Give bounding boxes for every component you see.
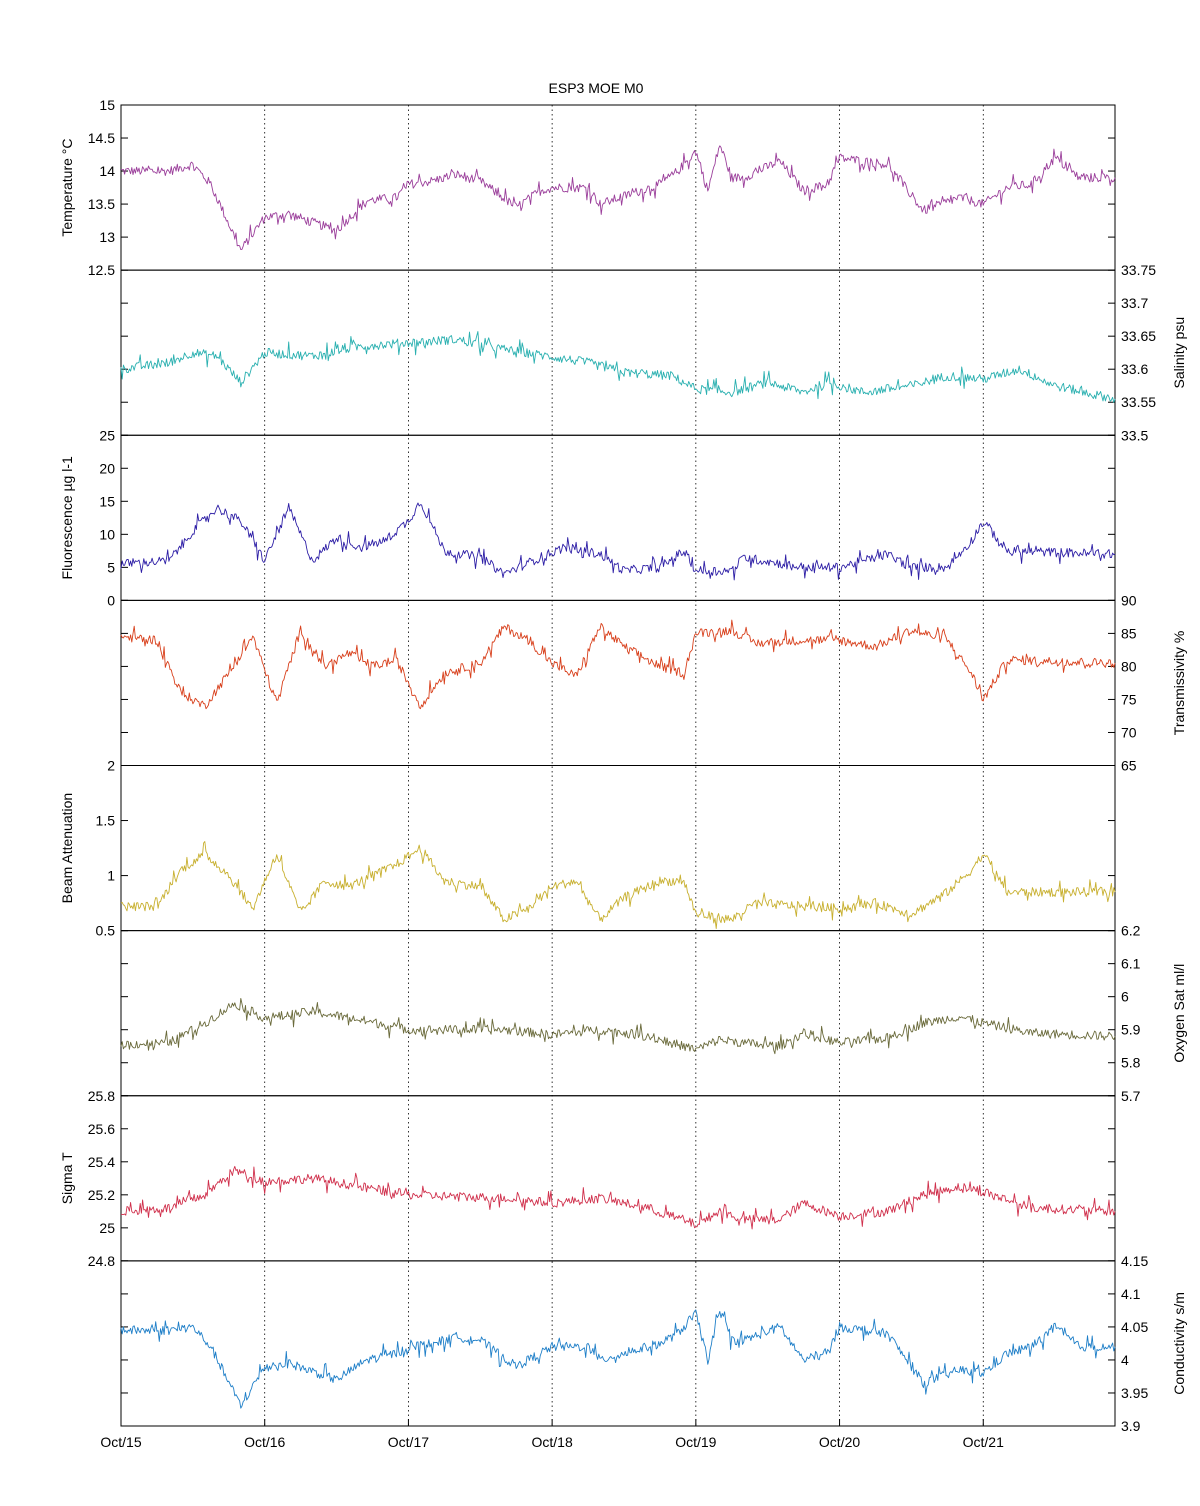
panel-frame-conductivity-s-m bbox=[120, 1260, 1116, 1427]
series-line-fluorescence-g-l-1 bbox=[120, 502, 1116, 581]
y-tick-label-temperature-c: 13 bbox=[99, 229, 115, 245]
y-tick-label-temperature-c: 15 bbox=[99, 97, 115, 113]
y-tick-label-transmissivity: 80 bbox=[1121, 658, 1137, 674]
y-tick-label-sigma-t: 25.2 bbox=[88, 1187, 115, 1203]
y-tick-label-fluorescence-g-l-1: 0 bbox=[107, 592, 115, 608]
y-tick-label-transmissivity: 65 bbox=[1121, 758, 1137, 774]
y-tick-label-conductivity-s-m: 3.9 bbox=[1121, 1418, 1141, 1434]
y-tick-label-sigma-t: 25.6 bbox=[88, 1121, 115, 1137]
y-tick-label-beam-attenuation: 1.5 bbox=[96, 813, 116, 829]
y-tick-label-temperature-c: 12.5 bbox=[88, 262, 115, 278]
x-tick-label-Oct/16: Oct/16 bbox=[244, 1434, 285, 1450]
y-tick-label-fluorescence-g-l-1: 15 bbox=[99, 493, 115, 509]
y-tick-label-oxygen-sat-ml-l: 6 bbox=[1121, 989, 1129, 1005]
x-tick-label-Oct/17: Oct/17 bbox=[388, 1434, 429, 1450]
y-tick-label-sigma-t: 25.8 bbox=[88, 1088, 115, 1104]
y-tick-label-salinity-psu: 33.6 bbox=[1121, 361, 1148, 377]
y-tick-label-fluorescence-g-l-1: 20 bbox=[99, 460, 115, 476]
y-tick-label-salinity-psu: 33.5 bbox=[1121, 427, 1148, 443]
x-tick-label-Oct/20: Oct/20 bbox=[819, 1434, 860, 1450]
series-line-temperature-c bbox=[120, 145, 1116, 251]
x-tick-label-Oct/18: Oct/18 bbox=[532, 1434, 573, 1450]
y-tick-label-fluorescence-g-l-1: 10 bbox=[99, 526, 115, 542]
y-tick-label-sigma-t: 25.4 bbox=[88, 1154, 115, 1170]
y-axis-label-salinity-psu: Salinity psu bbox=[1171, 317, 1187, 389]
y-axis-label-oxygen-sat-ml-l: Oxygen Sat ml/l bbox=[1171, 964, 1187, 1063]
panel-frame-temperature-c bbox=[120, 104, 1116, 271]
series-line-oxygen-sat-ml-l bbox=[120, 997, 1116, 1055]
y-tick-label-oxygen-sat-ml-l: 6.2 bbox=[1121, 923, 1141, 939]
y-tick-label-beam-attenuation: 1 bbox=[107, 868, 115, 884]
y-tick-label-transmissivity: 90 bbox=[1121, 592, 1137, 608]
y-tick-label-transmissivity: 85 bbox=[1121, 625, 1137, 641]
series-line-sigma-t bbox=[120, 1165, 1116, 1230]
y-tick-label-temperature-c: 14 bbox=[99, 163, 115, 179]
panel-frame-oxygen-sat-ml-l bbox=[120, 930, 1116, 1097]
y-tick-label-salinity-psu: 33.75 bbox=[1121, 262, 1156, 278]
y-tick-label-beam-attenuation: 0.5 bbox=[96, 923, 116, 939]
x-tick-label-Oct/21: Oct/21 bbox=[963, 1434, 1004, 1450]
y-axis-label-sigma-t: Sigma T bbox=[59, 1152, 75, 1204]
panel-frame-salinity-psu bbox=[120, 269, 1116, 436]
y-tick-label-conductivity-s-m: 3.95 bbox=[1121, 1385, 1148, 1401]
y-tick-label-salinity-psu: 33.7 bbox=[1121, 295, 1148, 311]
y-axis-label-fluorescence-g-l-1: Fluorescence µg l-1 bbox=[59, 456, 75, 579]
y-tick-label-sigma-t: 24.8 bbox=[88, 1253, 115, 1269]
x-tick-label-Oct/15: Oct/15 bbox=[100, 1434, 141, 1450]
y-tick-label-salinity-psu: 33.55 bbox=[1121, 394, 1156, 410]
y-tick-label-conductivity-s-m: 4.05 bbox=[1121, 1319, 1148, 1335]
y-axis-label-transmissivity: Transmissivity % bbox=[1171, 631, 1187, 736]
y-tick-label-transmissivity: 70 bbox=[1121, 724, 1137, 740]
y-tick-label-oxygen-sat-ml-l: 5.8 bbox=[1121, 1055, 1141, 1071]
panel-frame-sigma-t bbox=[120, 1095, 1116, 1262]
y-tick-label-conductivity-s-m: 4.15 bbox=[1121, 1253, 1148, 1269]
series-line-beam-attenuation bbox=[120, 841, 1116, 930]
y-tick-label-conductivity-s-m: 4 bbox=[1121, 1352, 1129, 1368]
y-tick-label-oxygen-sat-ml-l: 6.1 bbox=[1121, 956, 1141, 972]
x-tick-label-Oct/19: Oct/19 bbox=[675, 1434, 716, 1450]
chart-title: ESP3 MOE M0 bbox=[549, 80, 644, 96]
series-line-conductivity-s-m bbox=[120, 1309, 1116, 1409]
y-tick-label-temperature-c: 14.5 bbox=[88, 130, 115, 146]
y-axis-label-conductivity-s-m: Conductivity s/m bbox=[1171, 1292, 1187, 1395]
series-line-salinity-psu bbox=[120, 331, 1116, 403]
y-tick-label-oxygen-sat-ml-l: 5.7 bbox=[1121, 1088, 1141, 1104]
y-axis-label-beam-attenuation: Beam Attenuation bbox=[59, 793, 75, 904]
y-tick-label-conductivity-s-m: 4.1 bbox=[1121, 1286, 1141, 1302]
panel-frame-fluorescence-g-l-1 bbox=[120, 434, 1116, 601]
y-tick-label-salinity-psu: 33.65 bbox=[1121, 328, 1156, 344]
y-tick-label-oxygen-sat-ml-l: 5.9 bbox=[1121, 1022, 1141, 1038]
y-tick-label-beam-attenuation: 2 bbox=[107, 758, 115, 774]
y-tick-label-transmissivity: 75 bbox=[1121, 691, 1137, 707]
y-tick-label-fluorescence-g-l-1: 25 bbox=[99, 427, 115, 443]
y-tick-label-sigma-t: 25 bbox=[99, 1220, 115, 1236]
y-tick-label-fluorescence-g-l-1: 5 bbox=[107, 559, 115, 575]
y-tick-label-temperature-c: 13.5 bbox=[88, 196, 115, 212]
panel-frame-transmissivity bbox=[120, 599, 1116, 766]
y-axis-label-temperature-c: Temperature °C bbox=[59, 138, 75, 236]
series-line-transmissivity bbox=[120, 619, 1116, 710]
